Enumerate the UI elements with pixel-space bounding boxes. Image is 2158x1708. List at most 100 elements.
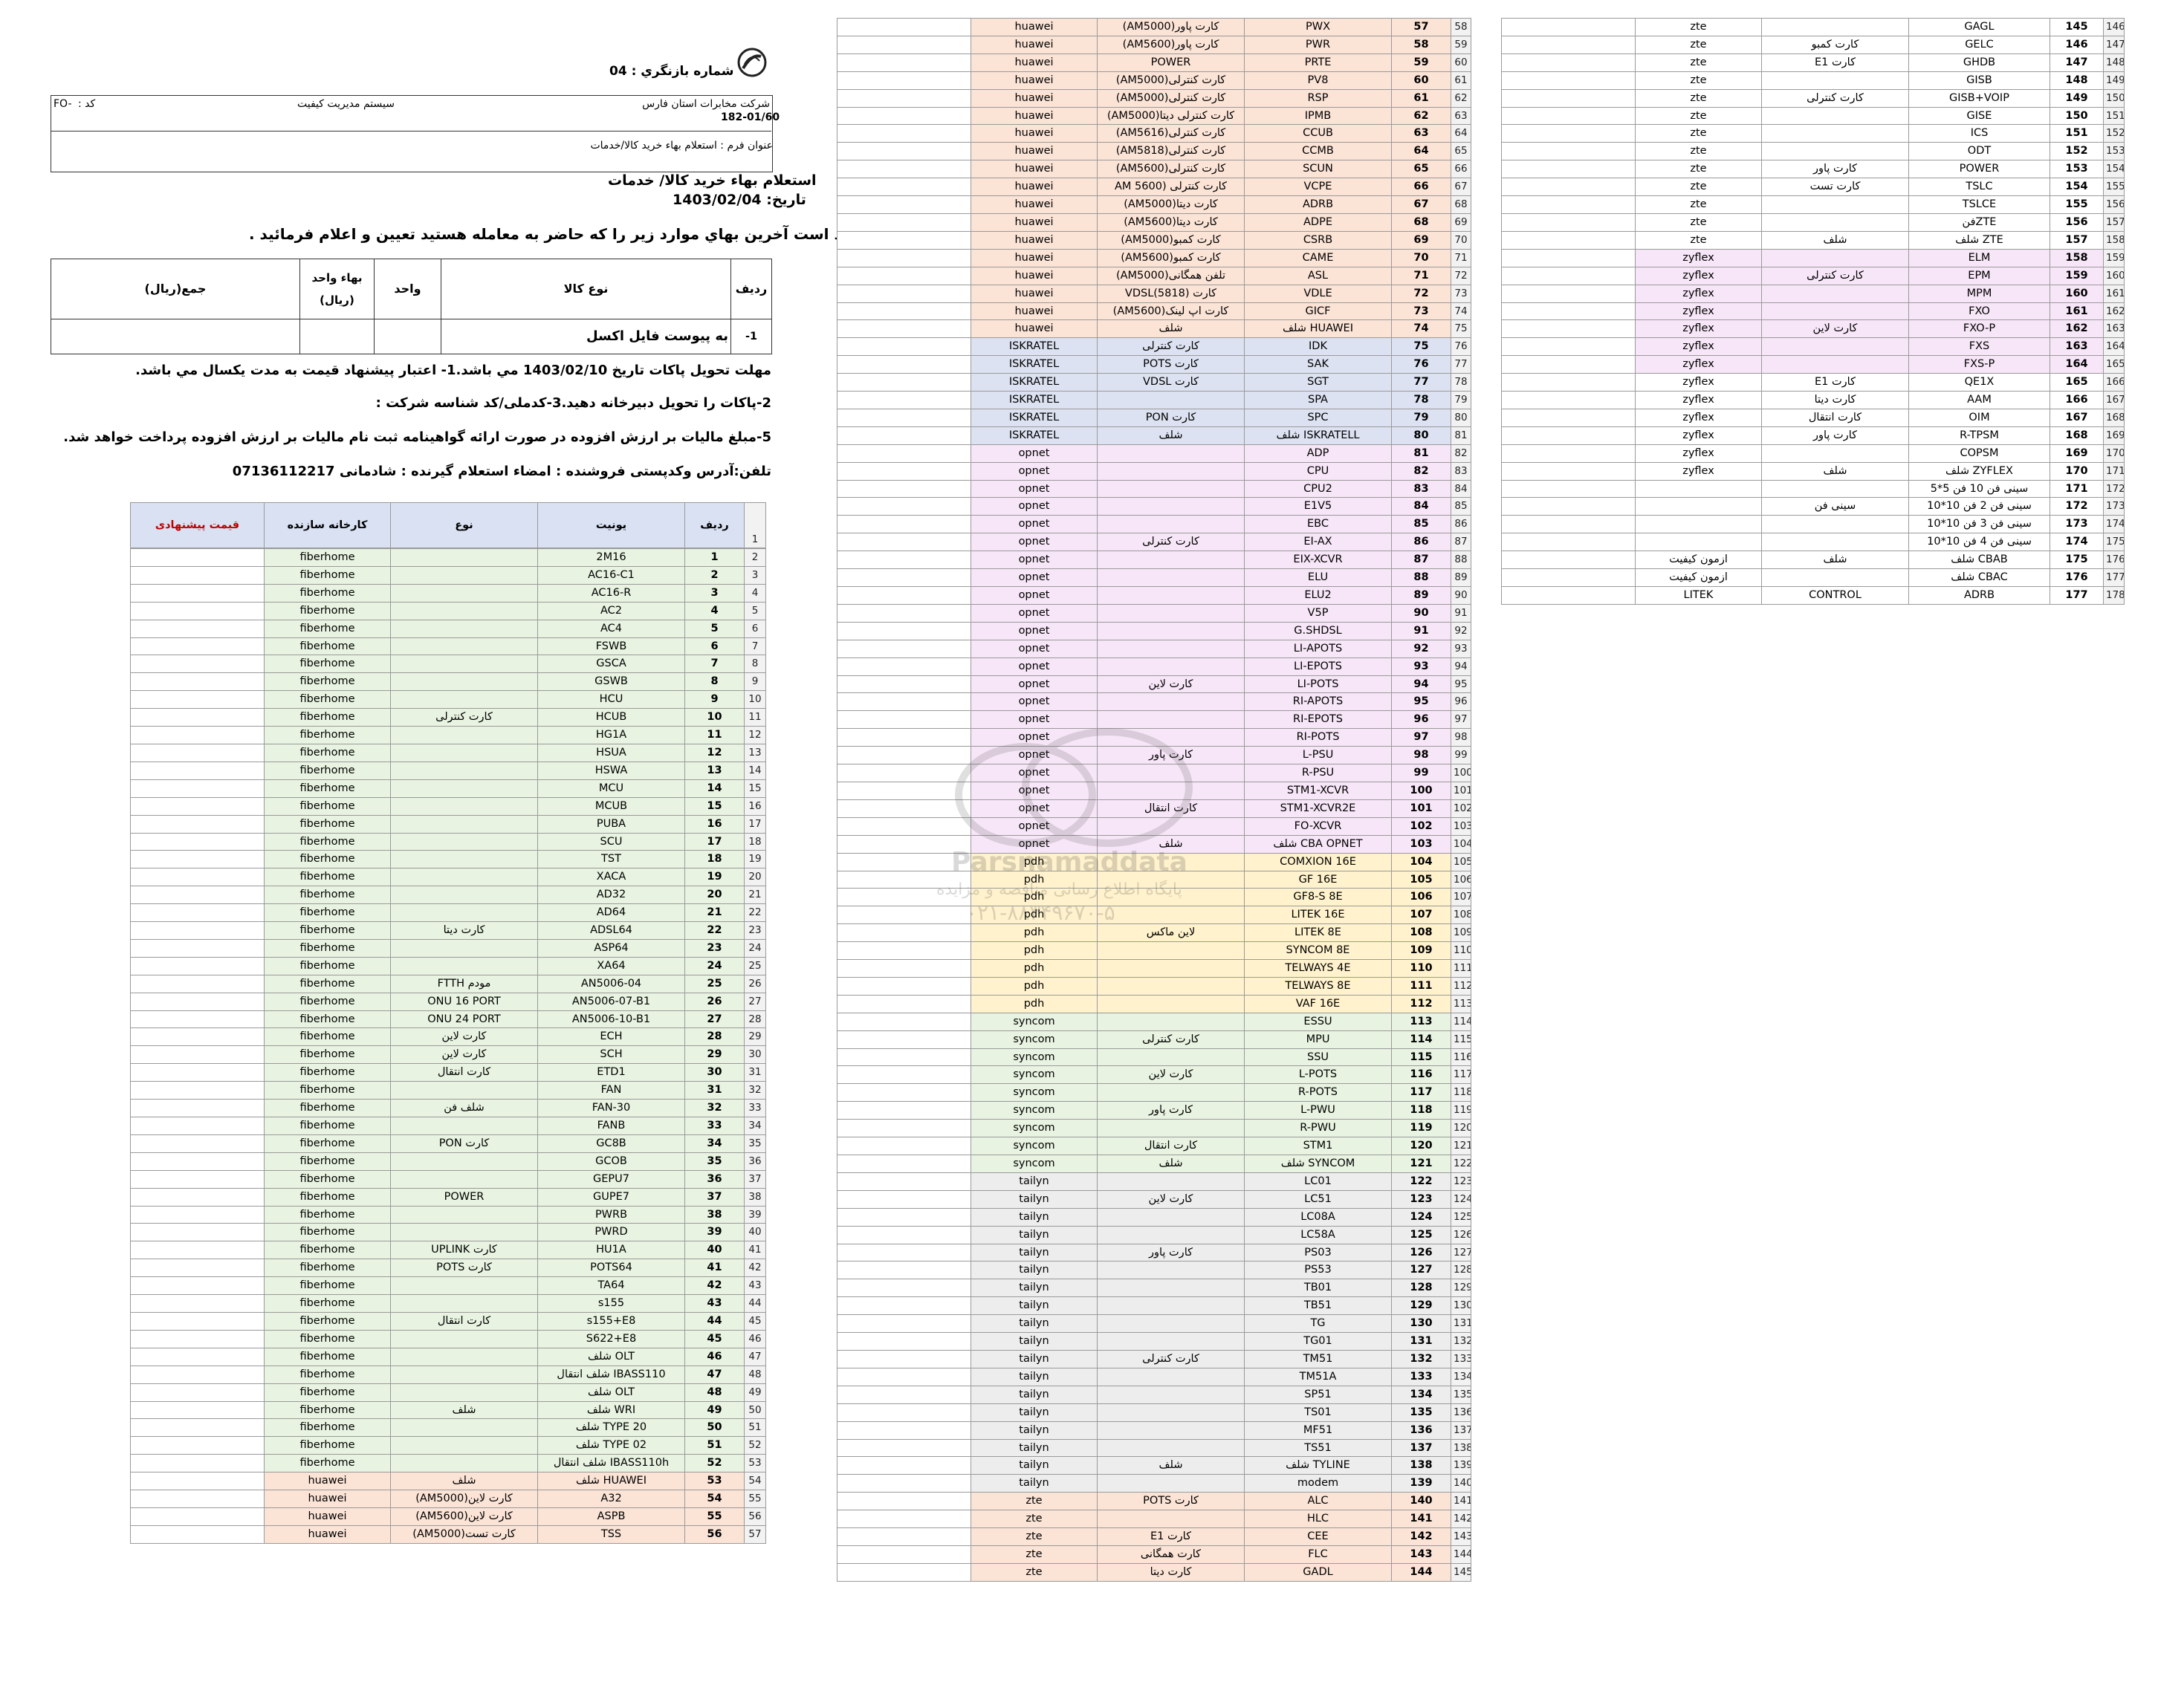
price-cell: [130, 1347, 265, 1366]
unit-cell: POTS64: [537, 1259, 685, 1278]
price-cell: [837, 1474, 971, 1493]
table-row: opnet FO-XCVR 102 103: [837, 816, 1471, 836]
price-cell: [1501, 355, 1636, 374]
price-cell: [837, 248, 971, 267]
unit-cell: ETD1: [537, 1063, 685, 1082]
table-row: fiberhome شلف فن FAN-30 32 33: [130, 1099, 766, 1117]
unit-cell: E1V5: [1244, 497, 1392, 516]
row-number-cell: 31: [684, 1081, 745, 1100]
type-cell: [390, 1117, 538, 1135]
unit-cell: PV8: [1244, 71, 1392, 90]
maker-cell: zte: [1635, 178, 1762, 197]
unit-cell: SPC: [1244, 408, 1392, 427]
type-cell: کارت پاور(AM5600): [1097, 35, 1245, 54]
unit-cell: شلف ZYFLEX: [1908, 461, 2050, 481]
excel-row-cell: 18: [744, 832, 766, 851]
row-number-cell: 23: [684, 938, 745, 958]
table-row: tailyn TG 130 131: [837, 1314, 1471, 1334]
maker-cell: fiberhome: [264, 1134, 391, 1153]
unit-cell: FXO-P: [1908, 319, 2050, 339]
unit-cell: AD32: [537, 886, 685, 905]
row-number-cell: 102: [1391, 816, 1451, 836]
type-cell: [1097, 1048, 1245, 1067]
table-row: opnet ADP 81 82: [837, 444, 1471, 463]
table-row: opnet EBC 85 86: [837, 515, 1471, 534]
excel-row-cell: 88: [1451, 551, 1471, 570]
row-number-cell: 32: [684, 1099, 745, 1117]
price-cell: [837, 906, 971, 925]
excel-row-cell: 150: [2103, 88, 2125, 108]
excel-row-cell: 14: [744, 761, 766, 780]
unit-cell: ECH: [537, 1027, 685, 1047]
maker-cell: fiberhome: [264, 690, 391, 709]
table-row: syncom R-POTS 117 118: [837, 1083, 1471, 1103]
col-type-header: نوع: [390, 502, 538, 548]
type-cell: کارت تست(AM5000): [390, 1524, 538, 1544]
price-cell: [130, 779, 265, 798]
table-row: fiberhome شلف TYPE 02 51 52: [130, 1436, 766, 1455]
table-row: huawei کارت لاین(AM5000) A32 54 55: [130, 1490, 766, 1508]
price-cell: [837, 391, 971, 409]
unit-cell: شلف OLT: [537, 1347, 685, 1366]
unit-cell: R-TPSM: [1908, 426, 2050, 445]
unit-cell: VDLE: [1244, 284, 1392, 303]
excel-row-cell: 71: [1451, 248, 1471, 267]
type-cell: [1097, 1225, 1245, 1244]
unit-cell: IDK: [1244, 337, 1392, 357]
excel-row-cell: 47: [744, 1347, 766, 1366]
row-number-cell: 140: [1391, 1492, 1451, 1511]
excel-row-cell: 23: [744, 921, 766, 940]
request-text: خواهشمند است آخرين بهاي موارد زير را كه …: [249, 225, 910, 243]
price-cell: [837, 373, 971, 392]
price-cell: [837, 142, 971, 161]
unit-cell: AC4: [537, 619, 685, 638]
price-cell: [1501, 230, 1636, 250]
excel-row-cell: 119: [1451, 1101, 1471, 1120]
price-cell: [130, 726, 265, 744]
unit-cell: TM51: [1244, 1349, 1392, 1368]
type-cell: [390, 1276, 538, 1296]
type-cell: [390, 796, 538, 816]
excel-row-cell: 55: [744, 1490, 766, 1508]
price-cell: [837, 1083, 971, 1103]
unit-cell: CPU2: [1244, 479, 1392, 499]
type-cell: کارت انتقال: [1097, 799, 1245, 818]
maker-cell: syncom: [971, 1119, 1098, 1138]
maker-cell: syncom: [971, 1048, 1098, 1067]
row-number-cell: 90: [1391, 603, 1451, 623]
row-number-cell: 126: [1391, 1243, 1451, 1262]
table-row: syncom کارت کنترلی MPU 114 115: [837, 1030, 1471, 1049]
unit-cell: HSWA: [537, 761, 685, 780]
row-number-cell: 112: [1391, 994, 1451, 1013]
excel-row-cell: 80: [1451, 408, 1471, 427]
table-row: fiberhome مودم FTTH AN5006-04 25 26: [130, 974, 766, 993]
type-cell: [1097, 816, 1245, 836]
type-cell: [1761, 212, 1909, 232]
row-number-cell: 49: [684, 1400, 745, 1420]
table-row: zte کارت E1 GHDB 147 148: [1501, 53, 2125, 72]
row-number-cell: 143: [1391, 1545, 1451, 1564]
row-number-cell: 114: [1391, 1030, 1451, 1049]
price-cell: [130, 1400, 265, 1420]
table-row: tailyn کارت کنترلی TM51 132 133: [837, 1349, 1471, 1368]
row-number-cell: 119: [1391, 1119, 1451, 1138]
type-cell: [1761, 248, 1909, 267]
type-cell: [1761, 142, 1909, 161]
type-cell: [1761, 18, 1909, 36]
price-cell: [1501, 497, 1636, 516]
table-row: tailyn TS51 137 138: [837, 1438, 1471, 1458]
table-row: fiberhome TST 18 19: [130, 850, 766, 869]
excel-row-cell: 24: [744, 938, 766, 958]
excel-row-cell: 11: [744, 708, 766, 727]
maker-cell: zte: [971, 1492, 1098, 1511]
row-number-cell: 137: [1391, 1438, 1451, 1458]
price-cell: [837, 35, 971, 54]
unit-cell: EIX-XCVR: [1244, 551, 1392, 570]
table-row: opnet ELU 88 89: [837, 568, 1471, 587]
type-cell: [1097, 1385, 1245, 1404]
price-cell: [130, 1152, 265, 1171]
price-cell: [1501, 160, 1636, 179]
price-cell: [837, 568, 971, 587]
type-cell: کارت لاین: [1097, 675, 1245, 694]
type-cell: کارت POTS: [1097, 1492, 1245, 1511]
